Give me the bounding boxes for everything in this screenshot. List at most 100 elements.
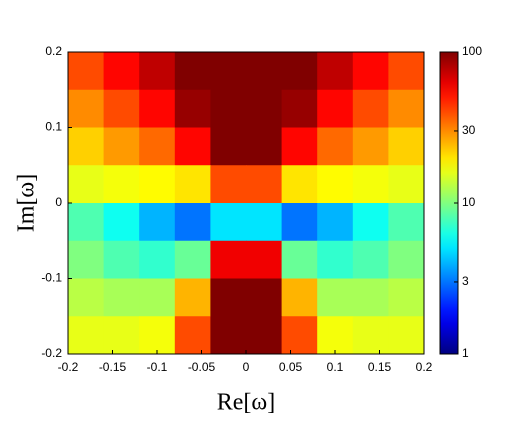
heatmap-cell bbox=[281, 278, 318, 317]
heatmap-cell bbox=[174, 240, 211, 279]
y-tick-label: 0 bbox=[55, 195, 62, 209]
x-tick-label: 0 bbox=[243, 360, 250, 374]
heatmap-cell bbox=[281, 127, 318, 166]
x-tick-label: 0.05 bbox=[279, 360, 303, 374]
heatmap-cell bbox=[210, 316, 247, 355]
y-axis-label: Im[ω] bbox=[14, 174, 40, 232]
y-tick-label: -0.2 bbox=[41, 346, 62, 360]
heatmap-cell bbox=[68, 240, 105, 279]
heatmap-cell bbox=[352, 165, 389, 204]
colorbar-tick-label: 100 bbox=[462, 44, 482, 58]
heatmap-cell bbox=[139, 278, 176, 317]
heatmap-cell bbox=[68, 316, 105, 355]
heatmap-cell bbox=[174, 278, 211, 317]
heatmap-cell bbox=[246, 240, 283, 279]
x-tick-label: -0.2 bbox=[58, 360, 79, 374]
heatmap-cell bbox=[103, 127, 140, 166]
heatmap-cell bbox=[139, 240, 176, 279]
heatmap-cell bbox=[317, 127, 354, 166]
colorbar-tick-label: 30 bbox=[462, 123, 476, 137]
heatmap-cell bbox=[103, 316, 140, 355]
heatmap-cell bbox=[139, 203, 176, 242]
heatmap-cell bbox=[68, 278, 105, 317]
x-tick-label: -0.05 bbox=[188, 360, 216, 374]
heatmap bbox=[68, 52, 425, 355]
heatmap-cell bbox=[317, 240, 354, 279]
heatmap-cell bbox=[174, 127, 211, 166]
heatmap-cell bbox=[68, 52, 105, 91]
heatmap-cell bbox=[281, 52, 318, 91]
heatmap-cell bbox=[317, 316, 354, 355]
heatmap-cell bbox=[352, 240, 389, 279]
heatmap-cell bbox=[388, 89, 425, 128]
heatmap-cell bbox=[246, 165, 283, 204]
heatmap-cell bbox=[317, 165, 354, 204]
heatmap-cell bbox=[210, 89, 247, 128]
heatmap-cell bbox=[139, 89, 176, 128]
heatmap-cell bbox=[139, 316, 176, 355]
heatmap-cell bbox=[68, 203, 105, 242]
heatmap-cell bbox=[174, 165, 211, 204]
heatmap-cell bbox=[103, 165, 140, 204]
heatmap-cell bbox=[281, 89, 318, 128]
heatmap-cell bbox=[352, 278, 389, 317]
heatmap-cell bbox=[317, 203, 354, 242]
heatmap-cell bbox=[174, 203, 211, 242]
heatmap-cell bbox=[281, 203, 318, 242]
heatmap-cell bbox=[317, 52, 354, 91]
heatmap-cell bbox=[246, 52, 283, 91]
heatmap-cell bbox=[352, 127, 389, 166]
heatmap-cell bbox=[246, 203, 283, 242]
heatmap-cell bbox=[388, 240, 425, 279]
heatmap-cell bbox=[139, 127, 176, 166]
heatmap-cell bbox=[139, 52, 176, 91]
heatmap-cell bbox=[388, 316, 425, 355]
heatmap-cell bbox=[281, 316, 318, 355]
heatmap-cell bbox=[281, 240, 318, 279]
x-tick-label: -0.15 bbox=[99, 360, 127, 374]
heatmap-cell bbox=[139, 165, 176, 204]
x-tick-label: 0.15 bbox=[368, 360, 392, 374]
heatmap-cell bbox=[317, 278, 354, 317]
heatmap-cell bbox=[352, 52, 389, 91]
heatmap-cell bbox=[210, 127, 247, 166]
heatmap-cell bbox=[68, 127, 105, 166]
x-tick-label: 0.1 bbox=[327, 360, 344, 374]
heatmap-cell bbox=[103, 240, 140, 279]
heatmap-cell bbox=[281, 165, 318, 204]
heatmap-cell bbox=[388, 203, 425, 242]
heatmap-cell bbox=[388, 165, 425, 204]
heatmap-cell bbox=[352, 316, 389, 355]
heatmap-cell bbox=[210, 165, 247, 204]
heatmap-cell bbox=[68, 89, 105, 128]
heatmap-cell bbox=[174, 52, 211, 91]
heatmap-cell bbox=[210, 278, 247, 317]
heatmap-cell bbox=[388, 52, 425, 91]
heatmap-cell bbox=[210, 240, 247, 279]
heatmap-cell bbox=[174, 89, 211, 128]
heatmap-cell bbox=[352, 203, 389, 242]
heatmap-cell bbox=[210, 52, 247, 91]
y-tick-label: 0.2 bbox=[45, 44, 62, 58]
heatmap-cell bbox=[103, 278, 140, 317]
heatmap-cell bbox=[103, 89, 140, 128]
heatmap-cell bbox=[68, 165, 105, 204]
heatmap-cell bbox=[317, 89, 354, 128]
heatmap-cell bbox=[103, 52, 140, 91]
heatmap-cell bbox=[246, 278, 283, 317]
heatmap-cell bbox=[352, 89, 389, 128]
heatmap-cell bbox=[246, 127, 283, 166]
y-tick-label: -0.1 bbox=[41, 271, 62, 285]
heatmap-cell bbox=[246, 89, 283, 128]
heatmap-cell bbox=[388, 278, 425, 317]
x-axis-label: Re[ω] bbox=[217, 390, 275, 416]
x-tick-label: -0.1 bbox=[147, 360, 168, 374]
heatmap-cell bbox=[388, 127, 425, 166]
y-tick-label: 0.1 bbox=[45, 120, 62, 134]
colorbar-tick-label: 1 bbox=[462, 346, 469, 360]
heatmap-cell bbox=[103, 203, 140, 242]
colorbar-tick-label: 10 bbox=[462, 195, 476, 209]
heatmap-cell bbox=[246, 316, 283, 355]
heatmap-cell bbox=[174, 316, 211, 355]
